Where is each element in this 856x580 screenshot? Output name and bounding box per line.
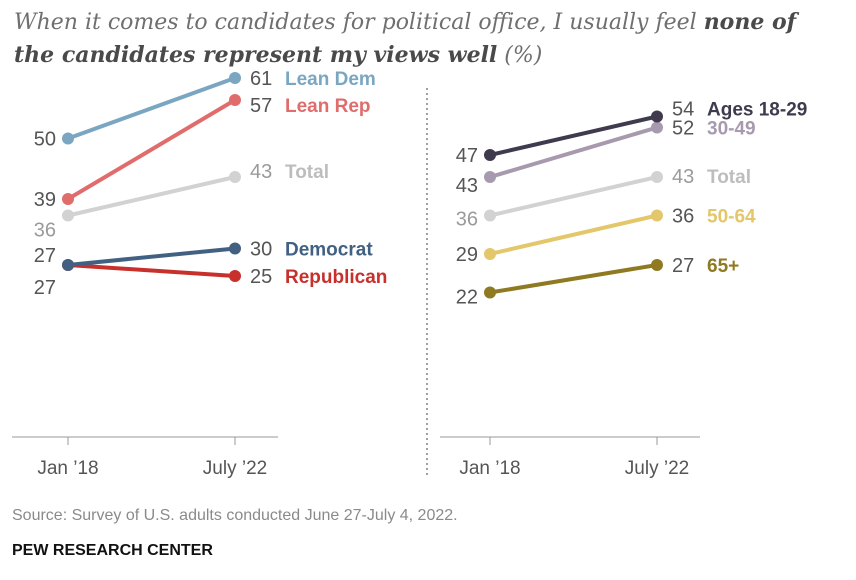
- right-65-value-start: 22: [456, 287, 478, 309]
- right-ages-18-29-value-end: 54: [672, 99, 694, 121]
- right-30-49-value-start: 43: [456, 175, 478, 197]
- left-total-value-end: 43: [250, 161, 272, 183]
- right-50-64-line: [488, 213, 659, 256]
- right-30-49-line: [488, 125, 659, 179]
- left-republican-value-start: 27: [34, 277, 56, 299]
- left-lean-dem-line: [66, 76, 237, 141]
- right-ages-18-29-series-name: Ages 18-29: [707, 100, 807, 121]
- right-30-49-value-end: 52: [672, 118, 694, 140]
- title-part-2: (%): [497, 43, 543, 68]
- left-lean-rep-value-start: 39: [34, 189, 56, 211]
- chart-title: When it comes to candidates for politica…: [14, 6, 834, 72]
- left-democrat-line: [66, 246, 237, 267]
- right-ages-18-29-value-start: 47: [456, 145, 478, 167]
- source-note: Source: Survey of U.S. adults conducted …: [12, 507, 458, 524]
- left-republican-series-name: Republican: [285, 267, 387, 288]
- title-emphasis: none of the candidates represent my view…: [14, 9, 797, 68]
- right-ages-18-29-point-end: [651, 110, 663, 123]
- right-65-series-name: 65+: [707, 256, 739, 277]
- left-total-point-end: [229, 171, 241, 183]
- left-total-point-start: [62, 209, 74, 222]
- right-total-value-end: 43: [672, 166, 694, 188]
- left-total-line: [66, 175, 237, 218]
- left-lean-dem-value-start: 50: [34, 129, 56, 151]
- left-republican-line: [66, 263, 237, 278]
- left-x-tick-label-1: Jan ’18: [37, 458, 98, 479]
- right-65-line: [488, 263, 659, 295]
- right-x-tick-label-1: Jan ’18: [459, 458, 520, 479]
- left-democrat-value-start: 27: [34, 245, 56, 267]
- left-democrat-point-end: [229, 242, 241, 255]
- right-50-64-point-start: [484, 248, 496, 260]
- right-ages-18-29-point-start: [484, 149, 496, 161]
- right-50-64-point-end: [651, 209, 663, 222]
- left-total-series-name: Total: [285, 162, 329, 183]
- left-total-value-start: 36: [34, 220, 56, 242]
- slope-charts: Jan ’18 July ’22 50 61 Lean Dem 39 57 Lean Rep 3…: [12, 68, 807, 479]
- left-lean-dem-point-end: [229, 72, 241, 84]
- left-lean-rep-series-name: Lean Rep: [285, 96, 371, 117]
- right-65-point-start: [484, 286, 496, 299]
- right-30-49-point-end: [651, 121, 663, 134]
- right-ages-18-29-line: [488, 114, 659, 157]
- right-50-64-value-start: 29: [456, 244, 478, 266]
- left-democrat-series-name: Democrat: [285, 240, 373, 261]
- left-republican-value-end: 25: [250, 266, 272, 288]
- right-65-value-end: 27: [672, 255, 694, 277]
- right-total-line: [488, 175, 659, 218]
- left-lean-dem-series-name: Lean Dem: [285, 69, 376, 90]
- left-x-tick-label-2: July ’22: [203, 458, 267, 479]
- left-lean-rep-point-start: [62, 193, 74, 205]
- left-lean-rep-point-end: [229, 94, 241, 106]
- left-democrat-point-start: [62, 259, 74, 271]
- left-democrat-value-end: 30: [250, 239, 272, 261]
- left-lean-rep-value-end: 57: [250, 95, 272, 117]
- right-x-tick-label-2: July ’22: [625, 458, 689, 479]
- right-30-49-series-name: 30-49: [707, 119, 756, 140]
- right-50-64-series-name: 50-64: [707, 207, 756, 228]
- right-total-point-end: [651, 171, 663, 183]
- right-30-49-point-start: [484, 171, 496, 183]
- left-republican-point-end: [229, 270, 241, 282]
- right-total-value-start: 36: [456, 209, 478, 231]
- left-lean-dem-value-end: 61: [250, 68, 272, 90]
- right-65-point-end: [651, 259, 663, 271]
- organization-name: PEW RESEARCH CENTER: [12, 542, 213, 559]
- left-lean-rep-line: [66, 98, 237, 201]
- right-total-point-start: [484, 209, 496, 222]
- right-total-series-name: Total: [707, 167, 751, 188]
- right-50-64-value-end: 36: [672, 206, 694, 228]
- left-lean-dem-point-start: [62, 132, 74, 145]
- title-part-1: When it comes to candidates for politica…: [14, 10, 704, 35]
